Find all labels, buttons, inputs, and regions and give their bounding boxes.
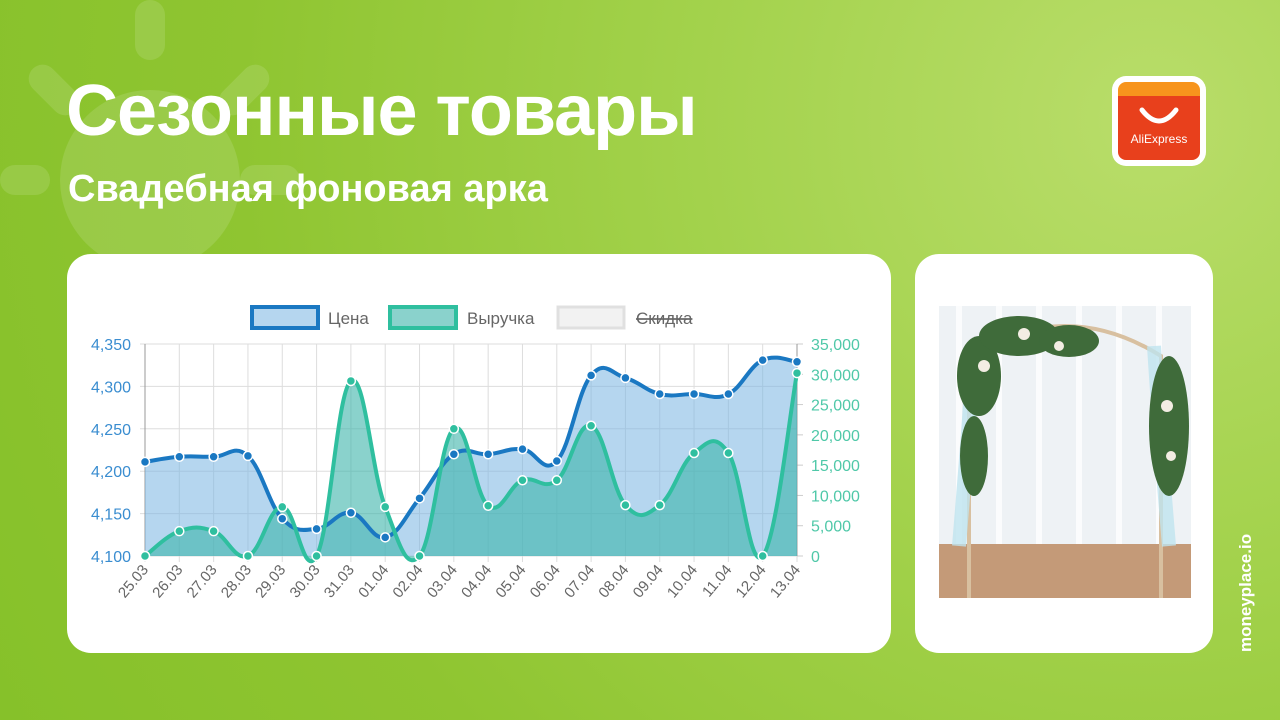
left-axis-tick: 4,250 — [91, 422, 131, 439]
data-point — [174, 451, 185, 463]
legend-label: Выручка — [467, 309, 535, 328]
data-point — [242, 450, 254, 462]
data-point — [242, 550, 254, 562]
data-point — [791, 367, 803, 379]
x-axis-tick: 27.03 — [184, 562, 221, 602]
x-axis-tick: 07.04 — [561, 562, 598, 602]
left-axis-tick: 4,150 — [91, 507, 131, 524]
data-point — [791, 356, 803, 368]
page-title: Сезонные товары — [66, 71, 698, 151]
data-point — [208, 451, 219, 463]
data-point — [517, 475, 528, 486]
sun-decoration — [0, 0, 300, 270]
right-axis-tick: 30,000 — [811, 367, 860, 384]
data-point — [208, 525, 219, 537]
right-axis-tick: 35,000 — [811, 337, 860, 354]
data-point — [620, 499, 631, 511]
product-photo — [939, 306, 1191, 598]
data-point — [379, 532, 391, 543]
right-axis-tick: 25,000 — [811, 398, 860, 415]
right-axis-tick: 0 — [811, 549, 820, 566]
right-axis-tick: 15,000 — [811, 458, 860, 475]
data-point — [551, 455, 563, 467]
legend-label: Скидка — [636, 309, 693, 328]
left-axis-tick: 4,100 — [91, 549, 131, 566]
series-line-left — [144, 355, 798, 540]
data-point — [482, 500, 494, 511]
data-point — [139, 456, 151, 468]
data-point — [448, 423, 460, 435]
x-axis-tick: 12.04 — [733, 562, 770, 602]
data-point — [311, 550, 322, 562]
logo-text: AliExpress — [1130, 132, 1188, 146]
legend-swatch — [556, 305, 626, 330]
x-axis-tick: 26.03 — [149, 562, 186, 602]
legend-swatch — [388, 305, 458, 330]
aliexpress-logo: AliExpress — [1112, 76, 1206, 166]
data-point — [757, 354, 768, 366]
data-point — [654, 388, 665, 400]
data-point — [139, 550, 151, 562]
left-axis-tick: 4,200 — [91, 464, 131, 481]
x-axis-tick: 10.04 — [664, 562, 701, 602]
data-point — [688, 447, 700, 459]
left-axis-tick: 4,350 — [91, 337, 131, 354]
data-point — [414, 550, 425, 562]
data-point — [311, 523, 322, 535]
legend-swatch — [250, 305, 320, 330]
right-axis-tick: 10,000 — [811, 488, 860, 505]
data-point — [277, 501, 288, 513]
data-point — [723, 388, 734, 400]
data-point — [517, 443, 528, 455]
page-subtitle: Свадебная фоновая арка — [68, 168, 548, 210]
x-axis-tick: 04.04 — [458, 562, 495, 602]
x-axis-tick: 02.04 — [389, 562, 426, 602]
data-point — [654, 499, 665, 511]
x-axis-tick: 28.03 — [218, 562, 255, 602]
data-point — [379, 501, 391, 513]
data-point — [585, 420, 597, 432]
data-point — [585, 370, 597, 381]
x-axis-tick: 25.03 — [115, 562, 152, 602]
x-axis-tick: 09.04 — [630, 562, 667, 602]
brand-watermark: moneyplace.io — [1236, 533, 1255, 652]
x-axis-tick: 29.03 — [252, 562, 289, 602]
x-axis-tick: 11.04 — [699, 562, 735, 601]
data-point — [277, 513, 288, 524]
series-line-right — [143, 372, 799, 563]
data-point — [688, 388, 700, 400]
data-point — [482, 448, 494, 460]
right-axis-tick: 20,000 — [811, 428, 860, 445]
data-point — [757, 550, 768, 562]
right-axis-tick: 5,000 — [811, 519, 851, 536]
x-axis-tick: 08.04 — [595, 562, 632, 602]
x-axis-tick: 30.03 — [286, 562, 323, 602]
legend-label: Цена — [328, 309, 369, 328]
data-point — [448, 448, 460, 460]
data-point — [174, 525, 185, 537]
smile-icon — [1139, 107, 1179, 124]
data-point — [723, 447, 734, 459]
x-axis-tick: 01.04 — [355, 562, 392, 602]
data-point — [345, 507, 357, 519]
x-axis-tick: 05.04 — [492, 562, 529, 602]
data-point — [345, 375, 357, 387]
data-point — [551, 475, 563, 486]
x-axis-tick: 31.03 — [321, 562, 358, 602]
data-point — [620, 372, 631, 384]
x-axis-tick: 06.04 — [527, 562, 564, 602]
left-axis-tick: 4,300 — [91, 379, 131, 396]
data-point — [414, 493, 425, 504]
product-photo-card — [915, 254, 1213, 653]
x-axis-tick: 03.04 — [424, 562, 461, 602]
x-axis-tick: 13.04 — [767, 562, 804, 602]
